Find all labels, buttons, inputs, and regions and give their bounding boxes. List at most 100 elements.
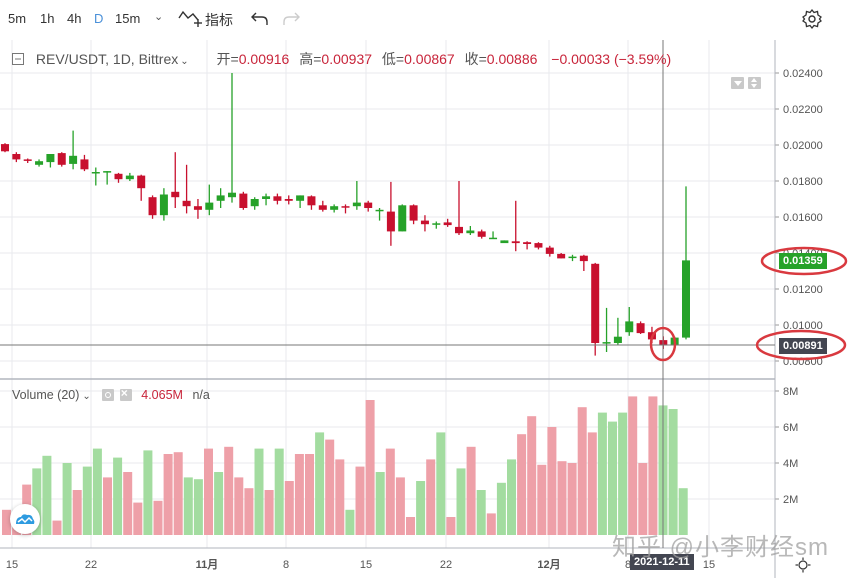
volume-value: 4.065M bbox=[141, 388, 183, 402]
high-label: 高= bbox=[299, 51, 322, 67]
triangle-down-icon bbox=[751, 84, 757, 88]
candle bbox=[534, 242, 543, 250]
candle bbox=[114, 172, 123, 183]
redo-icon[interactable] bbox=[282, 11, 300, 27]
volume-bar bbox=[517, 434, 527, 535]
interval-dropdown-chevron-down-icon[interactable]: ⌄ bbox=[154, 11, 164, 23]
time-axis-label: 11月 bbox=[196, 558, 219, 571]
candle bbox=[284, 195, 293, 205]
price-axis-label: 0.01000 bbox=[783, 320, 823, 332]
volume-bar bbox=[406, 517, 415, 535]
candle bbox=[57, 152, 66, 167]
volume-axis-label: 2M bbox=[783, 494, 798, 506]
volume-bar bbox=[214, 472, 224, 535]
volume-bar bbox=[82, 466, 92, 535]
price-axis-label: 0.02000 bbox=[783, 140, 823, 152]
open-value: 0.00916 bbox=[238, 51, 290, 67]
interval-5m[interactable]: 5m bbox=[8, 11, 27, 26]
interval-1h[interactable]: 1h bbox=[40, 11, 55, 26]
last-price-tag: 0.01359 bbox=[779, 253, 827, 269]
volume-bar bbox=[426, 459, 436, 535]
eye-icon[interactable] bbox=[102, 389, 115, 401]
time-axis-label: 15 bbox=[360, 559, 372, 571]
interval-15m[interactable]: 15m bbox=[115, 11, 141, 26]
volume-bar bbox=[597, 412, 607, 535]
volume-bar bbox=[618, 412, 628, 535]
volume-bar bbox=[32, 468, 42, 535]
volume-bar bbox=[305, 454, 314, 535]
price-axis-label: 0.00800 bbox=[783, 356, 823, 368]
candle bbox=[455, 181, 463, 235]
volume-bar bbox=[567, 463, 577, 535]
volume-bar bbox=[416, 481, 426, 535]
scale-down-button[interactable] bbox=[731, 77, 744, 89]
candle bbox=[489, 231, 498, 240]
candle bbox=[137, 174, 146, 201]
sun-settings-icon[interactable] bbox=[795, 557, 811, 573]
volume-bar bbox=[365, 400, 375, 535]
volume-bar bbox=[335, 459, 345, 535]
volume-bar bbox=[446, 517, 456, 535]
candle bbox=[182, 164, 191, 214]
candle bbox=[557, 253, 566, 259]
tradingview-logo[interactable] bbox=[10, 504, 40, 534]
candle bbox=[159, 188, 168, 221]
volume-bar bbox=[315, 432, 325, 535]
volume-bar bbox=[52, 520, 62, 535]
top-toolbar: 5m 1h 4h D 15m ⌄ 指标 bbox=[0, 0, 855, 38]
volume-bar bbox=[345, 509, 355, 535]
candle bbox=[318, 200, 327, 212]
candle bbox=[352, 181, 361, 210]
volume-bar bbox=[2, 509, 11, 535]
volume-bar bbox=[163, 454, 173, 535]
volume-bar bbox=[608, 421, 617, 535]
price-axis-label: 0.01600 bbox=[783, 212, 823, 224]
symbol-chevron-down-icon[interactable]: ⌄ bbox=[180, 56, 189, 67]
volume-bar bbox=[496, 482, 506, 535]
price-axis-label: 0.02400 bbox=[783, 68, 823, 80]
volume-title[interactable]: Volume (20) bbox=[12, 388, 80, 402]
interval-d[interactable]: D bbox=[94, 11, 104, 26]
candle bbox=[35, 159, 44, 167]
candle bbox=[171, 152, 180, 208]
time-axis-label: 22 bbox=[440, 559, 452, 571]
volume-bar bbox=[113, 457, 123, 535]
candle bbox=[69, 130, 78, 170]
symbol-legend: REV/USDT, 1D, Bittrex ⌄ 开=0.00916 高=0.009… bbox=[12, 49, 671, 69]
close-value: 0.00886 bbox=[486, 51, 538, 67]
volume-bar bbox=[294, 454, 304, 535]
candle bbox=[296, 195, 305, 208]
volume-bar bbox=[173, 452, 183, 535]
volume-bar bbox=[284, 481, 294, 535]
candle bbox=[12, 152, 21, 163]
candle bbox=[398, 204, 407, 232]
time-axis-label: 8 bbox=[625, 559, 631, 571]
symbol-title[interactable]: REV/USDT, 1D, Bittrex bbox=[35, 51, 179, 67]
candle bbox=[523, 241, 532, 250]
volume-bar bbox=[274, 448, 284, 535]
gear-icon[interactable] bbox=[801, 8, 823, 30]
high-value: 0.00937 bbox=[321, 51, 373, 67]
time-axis-label: 15 bbox=[703, 559, 715, 571]
volume-bar bbox=[547, 427, 557, 535]
close-icon[interactable]: × bbox=[119, 386, 132, 401]
interval-4h[interactable]: 4h bbox=[67, 11, 82, 26]
volume-axis-label: 8M bbox=[783, 386, 798, 398]
indicators-button[interactable]: 指标 bbox=[205, 12, 233, 28]
candle bbox=[364, 200, 373, 212]
candle bbox=[205, 184, 214, 216]
candle bbox=[375, 208, 384, 221]
volume-bar bbox=[678, 488, 688, 535]
volume-chevron-down-icon[interactable]: ⌄ bbox=[82, 391, 91, 402]
candle bbox=[23, 158, 32, 163]
undo-icon[interactable] bbox=[251, 11, 269, 27]
indicators-plus-icon[interactable] bbox=[178, 8, 204, 30]
candle bbox=[91, 167, 100, 186]
volume-bar bbox=[103, 477, 112, 535]
minus-square-icon[interactable] bbox=[12, 53, 24, 65]
volume-bar bbox=[638, 463, 648, 535]
scale-updown-button[interactable] bbox=[748, 77, 761, 89]
candle bbox=[647, 326, 656, 343]
volume-bar bbox=[183, 477, 193, 535]
